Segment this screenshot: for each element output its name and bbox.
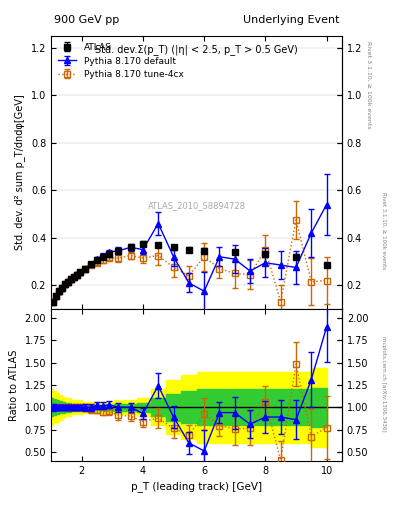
Text: Std. dev.Σ(p_T) (|η| < 2.5, p_T > 0.5 GeV): Std. dev.Σ(p_T) (|η| < 2.5, p_T > 0.5 Ge… xyxy=(95,44,298,55)
Text: Rivet 3.1.10, ≥ 100k events: Rivet 3.1.10, ≥ 100k events xyxy=(366,41,371,129)
Text: ATLAS_2010_S8894728: ATLAS_2010_S8894728 xyxy=(147,201,246,210)
Y-axis label: Std. dev. d² sum p_T/dndφ[GeV]: Std. dev. d² sum p_T/dndφ[GeV] xyxy=(15,95,25,250)
Y-axis label: Ratio to ATLAS: Ratio to ATLAS xyxy=(9,349,19,420)
Text: 900 GeV pp: 900 GeV pp xyxy=(54,15,119,25)
Text: Underlying Event: Underlying Event xyxy=(242,15,339,25)
X-axis label: p_T (leading track) [GeV]: p_T (leading track) [GeV] xyxy=(131,481,262,492)
Text: mcplots.cern.ch [arXiv:1306.3436]: mcplots.cern.ch [arXiv:1306.3436] xyxy=(381,336,386,432)
Text: Rivet 3.1.10, ≥ 100k events: Rivet 3.1.10, ≥ 100k events xyxy=(381,192,386,269)
Legend: ATLAS, Pythia 8.170 default, Pythia 8.170 tune-4cx: ATLAS, Pythia 8.170 default, Pythia 8.17… xyxy=(55,40,186,82)
